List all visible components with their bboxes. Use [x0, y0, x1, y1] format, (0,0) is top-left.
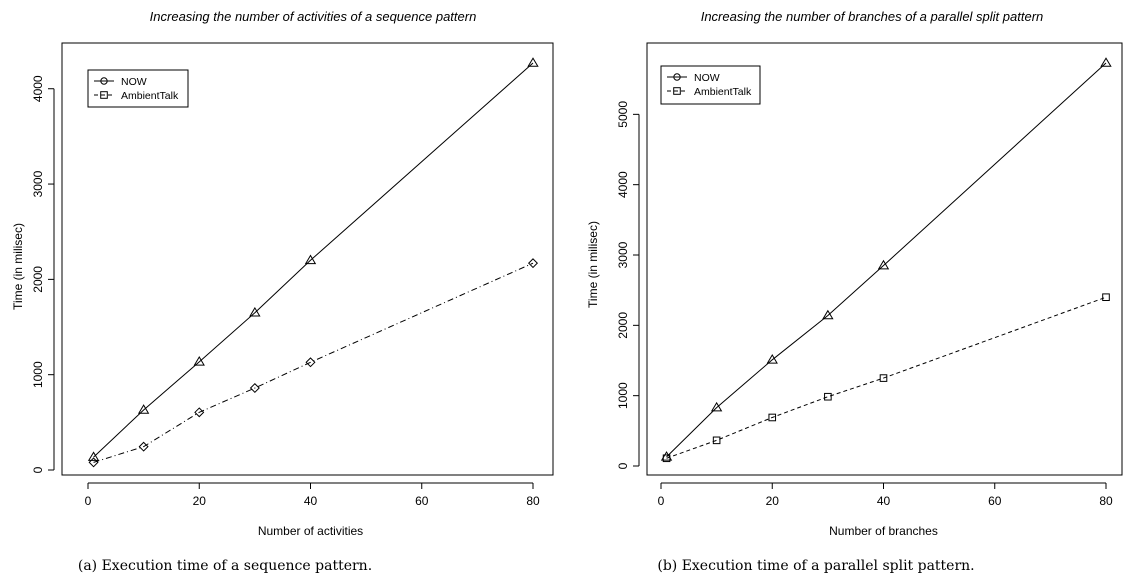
data-point — [1102, 293, 1110, 302]
series-line — [93, 62, 534, 458]
y-tick-label: 2000 — [616, 312, 630, 339]
x-axis: 0 20 40 60 80 — [658, 482, 1113, 508]
chart-title: Increasing the number of activities of a… — [150, 9, 477, 24]
y-tick-label: 4000 — [31, 75, 45, 102]
x-tick-label: 20 — [766, 494, 780, 508]
data-point — [305, 357, 316, 368]
y-tick-label: 4000 — [616, 171, 630, 198]
data-point — [194, 407, 205, 418]
series-line — [666, 296, 1107, 459]
legend-label: NOW — [694, 72, 720, 84]
data-point — [527, 258, 539, 269]
y-axis: 0 1000 2000 3000 4000 5000 — [616, 101, 640, 469]
y-tick-label: 3000 — [31, 170, 45, 197]
data-point — [822, 309, 834, 320]
x-tick-label: 80 — [1099, 494, 1113, 508]
data-point — [712, 436, 721, 445]
legend-box — [660, 65, 761, 105]
data-point — [879, 374, 888, 382]
y-axis: 0 1000 2000 3000 4000 — [31, 75, 55, 473]
data-point — [137, 404, 150, 414]
x-tick-label: 80 — [526, 494, 540, 508]
y-tick-label: 0 — [616, 462, 630, 469]
y-tick-label: 3000 — [616, 241, 630, 268]
series-line — [93, 262, 534, 463]
y-tick-label: 0 — [31, 466, 45, 473]
plot-frame — [646, 42, 1123, 476]
data-point — [877, 259, 890, 270]
data-point — [249, 306, 261, 317]
data-point — [138, 441, 149, 452]
chart-panel-2: Increasing the number of branches of a p… — [586, 9, 1123, 574]
x-axis-label: Number of branches — [829, 524, 938, 538]
legend-label: NOW — [121, 76, 147, 88]
legend-box — [87, 69, 189, 108]
y-tick-label: 1000 — [616, 382, 630, 409]
data-point — [768, 413, 777, 422]
x-tick-label: 40 — [304, 494, 318, 508]
legend: NOW AmbientTalk — [87, 69, 189, 108]
legend-marker — [100, 77, 108, 85]
x-tick-label: 40 — [877, 494, 891, 508]
figure-caption: (b) Execution time of a parallel split p… — [657, 558, 974, 574]
y-axis-label: Time (in milisec) — [586, 221, 600, 308]
data-point — [662, 454, 671, 463]
legend-label: AmbientTalk — [121, 90, 179, 102]
figure-caption: (a) Execution time of a sequence pattern… — [78, 558, 372, 574]
series-now — [87, 57, 539, 461]
plot-frame — [61, 42, 554, 476]
data-point — [766, 354, 778, 364]
x-tick-label: 60 — [415, 494, 429, 508]
series-ambienttalk — [88, 258, 539, 468]
data-point — [710, 401, 723, 412]
data-point — [88, 457, 99, 468]
x-axis: 0 20 40 60 80 — [85, 482, 540, 508]
chart-title: Increasing the number of branches of a p… — [701, 9, 1044, 24]
x-tick-label: 0 — [85, 494, 92, 508]
data-point — [193, 356, 205, 366]
data-point — [660, 451, 673, 461]
y-axis-label: Time (in milisec) — [11, 223, 25, 310]
chart-panel-1: Increasing the number of activities of a… — [11, 9, 554, 574]
data-point — [1100, 57, 1112, 67]
x-tick-label: 0 — [658, 494, 665, 508]
data-point — [527, 57, 539, 67]
data-point — [824, 392, 832, 401]
x-tick-label: 20 — [193, 494, 207, 508]
y-tick-label: 5000 — [616, 101, 630, 128]
legend-marker — [673, 87, 681, 95]
y-tick-label: 2000 — [31, 266, 45, 293]
x-axis-label: Number of activities — [258, 524, 363, 538]
y-tick-label: 1000 — [31, 361, 45, 388]
legend-marker — [100, 91, 108, 99]
legend-marker — [673, 73, 681, 81]
series-line — [666, 62, 1107, 458]
legend: NOW AmbientTalk — [660, 65, 761, 105]
legend-label: AmbientTalk — [694, 86, 752, 98]
data-point — [87, 451, 100, 461]
x-tick-label: 60 — [988, 494, 1002, 508]
series-ambienttalk — [662, 293, 1110, 463]
data-point — [304, 254, 317, 265]
series-now — [660, 57, 1112, 461]
data-point — [249, 383, 260, 394]
